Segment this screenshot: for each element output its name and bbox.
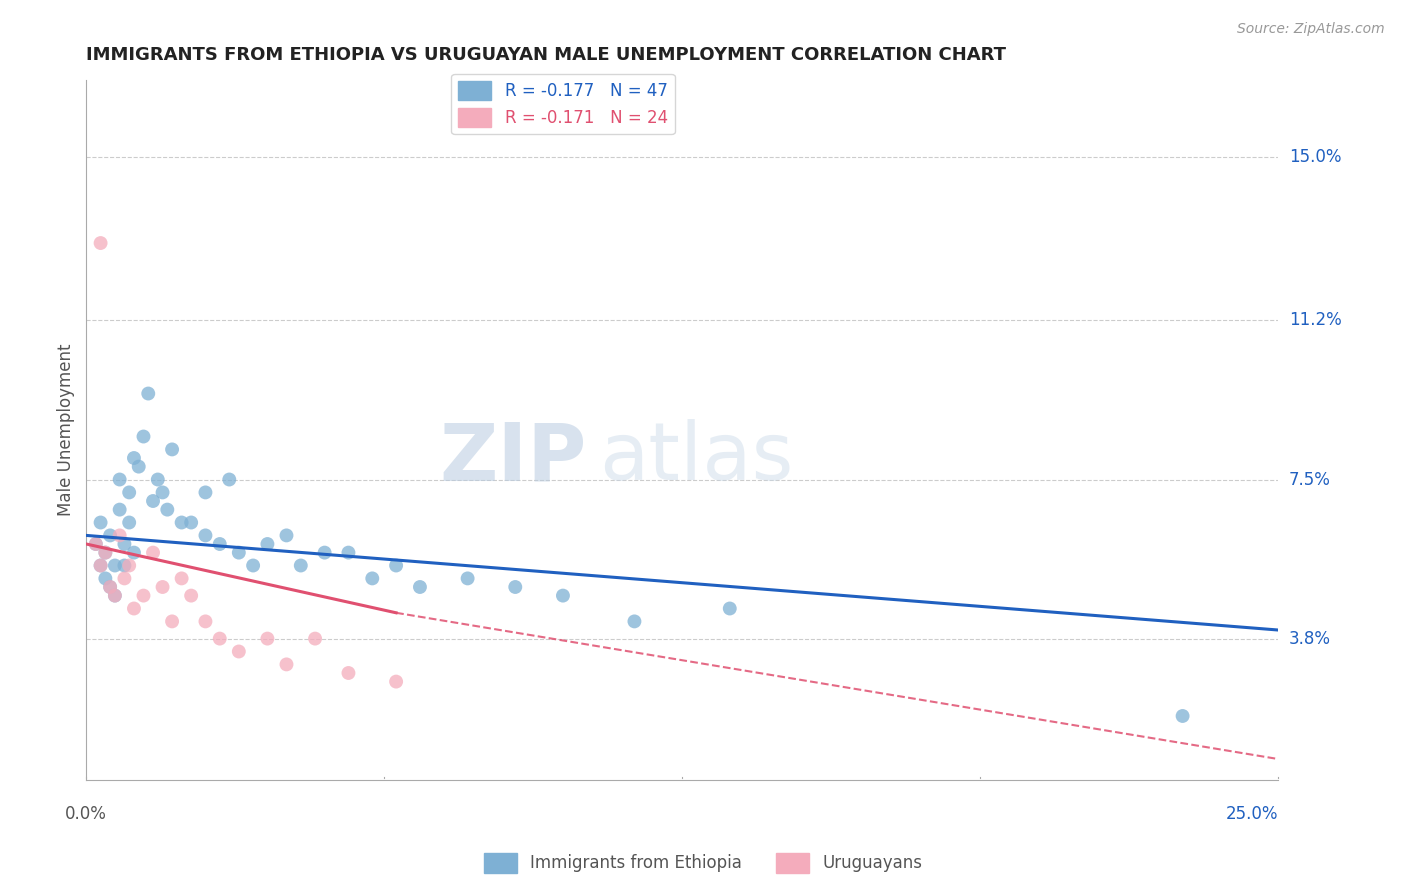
Point xyxy=(290,558,312,573)
Point xyxy=(256,537,278,551)
Point xyxy=(146,473,169,487)
Point xyxy=(112,537,135,551)
Point xyxy=(208,537,231,551)
Text: ZIP: ZIP xyxy=(440,419,586,497)
Point xyxy=(409,580,432,594)
Text: 25.0%: 25.0% xyxy=(1226,805,1278,823)
Text: 11.2%: 11.2% xyxy=(1289,311,1341,329)
Point xyxy=(503,580,526,594)
Y-axis label: Male Unemployment: Male Unemployment xyxy=(58,343,75,516)
Point xyxy=(361,571,384,585)
Point xyxy=(152,580,174,594)
Point xyxy=(242,558,264,573)
Point xyxy=(94,546,117,560)
Point xyxy=(170,571,193,585)
Point xyxy=(94,546,117,560)
Point xyxy=(1171,709,1194,723)
Point xyxy=(276,528,298,542)
Point xyxy=(385,674,408,689)
Point xyxy=(314,546,336,560)
Point xyxy=(208,632,231,646)
Legend: R = -0.177   N = 47, R = -0.171   N = 24: R = -0.177 N = 47, R = -0.171 N = 24 xyxy=(451,74,675,134)
Point xyxy=(551,589,574,603)
Point xyxy=(108,528,131,542)
Point xyxy=(623,615,645,629)
Point xyxy=(84,537,107,551)
Legend: Immigrants from Ethiopia, Uruguayans: Immigrants from Ethiopia, Uruguayans xyxy=(477,847,929,880)
Point xyxy=(132,429,155,443)
Point xyxy=(90,558,112,573)
Point xyxy=(90,558,112,573)
Text: 7.5%: 7.5% xyxy=(1289,470,1331,489)
Point xyxy=(218,473,240,487)
Point xyxy=(160,615,183,629)
Point xyxy=(156,502,179,516)
Point xyxy=(194,485,217,500)
Point xyxy=(122,601,145,615)
Point xyxy=(118,558,141,573)
Point xyxy=(90,516,112,530)
Point xyxy=(118,516,141,530)
Point xyxy=(132,589,155,603)
Point xyxy=(98,580,121,594)
Point xyxy=(180,589,202,603)
Point xyxy=(108,473,131,487)
Point xyxy=(304,632,326,646)
Point xyxy=(122,450,145,465)
Point xyxy=(256,632,278,646)
Point xyxy=(84,537,107,551)
Point xyxy=(128,459,150,474)
Point xyxy=(457,571,479,585)
Point xyxy=(136,386,159,401)
Point xyxy=(90,235,112,250)
Text: IMMIGRANTS FROM ETHIOPIA VS URUGUAYAN MALE UNEMPLOYMENT CORRELATION CHART: IMMIGRANTS FROM ETHIOPIA VS URUGUAYAN MA… xyxy=(86,46,1007,64)
Point xyxy=(228,546,250,560)
Text: 0.0%: 0.0% xyxy=(65,805,107,823)
Text: Source: ZipAtlas.com: Source: ZipAtlas.com xyxy=(1237,22,1385,37)
Point xyxy=(194,615,217,629)
Point xyxy=(276,657,298,672)
Text: 15.0%: 15.0% xyxy=(1289,148,1341,166)
Text: atlas: atlas xyxy=(599,419,793,497)
Point xyxy=(337,546,360,560)
Point xyxy=(112,558,135,573)
Point xyxy=(160,442,183,457)
Point xyxy=(180,516,202,530)
Point xyxy=(104,589,127,603)
Point xyxy=(718,601,741,615)
Point xyxy=(94,571,117,585)
Point xyxy=(118,485,141,500)
Point xyxy=(104,589,127,603)
Point xyxy=(104,558,127,573)
Text: 3.8%: 3.8% xyxy=(1289,630,1331,648)
Point xyxy=(228,644,250,658)
Point xyxy=(98,580,121,594)
Point xyxy=(194,528,217,542)
Point xyxy=(98,528,121,542)
Point xyxy=(170,516,193,530)
Point xyxy=(142,494,165,508)
Point xyxy=(108,502,131,516)
Point xyxy=(122,546,145,560)
Point xyxy=(337,665,360,680)
Point xyxy=(112,571,135,585)
Point xyxy=(385,558,408,573)
Point xyxy=(142,546,165,560)
Point xyxy=(152,485,174,500)
